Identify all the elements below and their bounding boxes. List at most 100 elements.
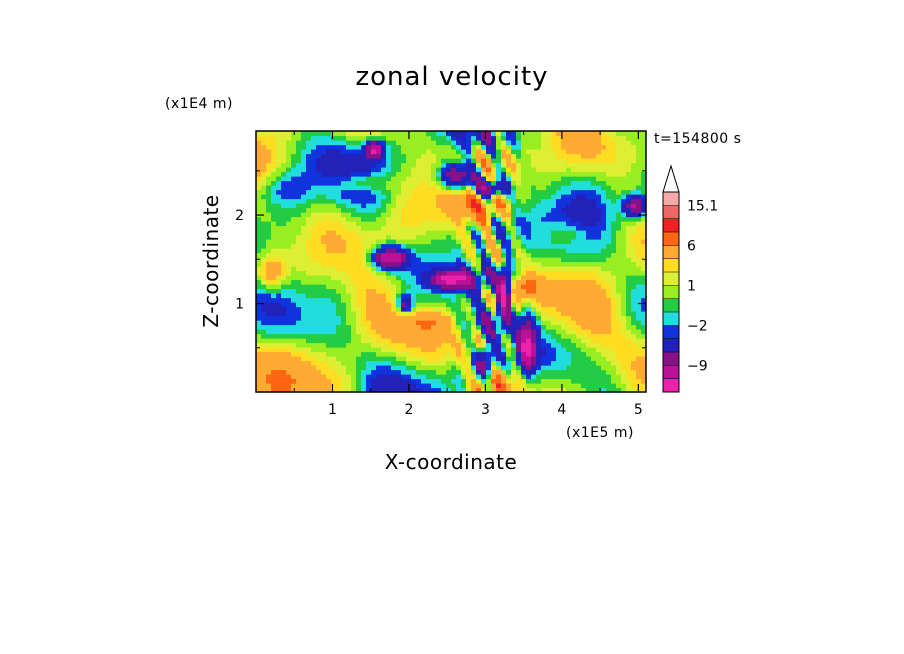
heatmap-cell: [416, 140, 422, 146]
heatmap-cell: [451, 297, 457, 303]
heatmap-cell: [541, 351, 547, 357]
heatmap-cell: [366, 324, 372, 330]
heatmap-cell: [306, 284, 312, 290]
heatmap-cell: [386, 383, 392, 389]
heatmap-cell: [286, 311, 292, 317]
heatmap-cell: [341, 369, 347, 375]
heatmap-cell: [486, 194, 492, 200]
heatmap-cell: [596, 225, 602, 231]
heatmap-cell: [506, 225, 512, 231]
heatmap-cell: [491, 230, 497, 236]
heatmap-cell: [411, 225, 417, 231]
heatmap-cell: [556, 207, 562, 213]
heatmap-cell: [376, 311, 382, 317]
heatmap-cell: [341, 347, 347, 353]
heatmap-cell: [601, 257, 607, 263]
heatmap-cell: [296, 311, 302, 317]
heatmap-cell: [456, 311, 462, 317]
heatmap-cell: [281, 149, 287, 155]
heatmap-cell: [546, 230, 552, 236]
heatmap-cell: [406, 261, 412, 267]
heatmap-cell: [491, 239, 497, 245]
heatmap-cell: [561, 338, 567, 344]
heatmap-cell: [286, 167, 292, 173]
heatmap-cell: [456, 167, 462, 173]
heatmap-cell: [576, 239, 582, 245]
heatmap-cell: [541, 131, 547, 137]
heatmap-cell: [606, 185, 612, 191]
heatmap-cell: [511, 315, 517, 321]
heatmap-cell: [406, 153, 412, 159]
heatmap-cell: [446, 279, 452, 285]
heatmap-cell: [626, 230, 632, 236]
heatmap-cell: [306, 207, 312, 213]
heatmap-cell: [321, 144, 327, 150]
heatmap-cell: [341, 234, 347, 240]
heatmap-cell: [331, 360, 337, 366]
heatmap-cell: [401, 333, 407, 339]
heatmap-cell: [606, 329, 612, 335]
heatmap-cell: [266, 207, 272, 213]
heatmap-cell: [271, 293, 277, 299]
heatmap-cell: [436, 288, 442, 294]
heatmap-cell: [276, 365, 282, 371]
heatmap-cell: [411, 351, 417, 357]
heatmap-cell: [416, 360, 422, 366]
heatmap-cell: [526, 252, 532, 258]
heatmap-cell: [311, 149, 317, 155]
heatmap-cell: [566, 324, 572, 330]
heatmap-cell: [311, 302, 317, 308]
heatmap-cell: [291, 360, 297, 366]
heatmap-cell: [381, 347, 387, 353]
heatmap-cell: [576, 261, 582, 267]
heatmap-cell: [446, 333, 452, 339]
heatmap-cell: [556, 167, 562, 173]
heatmap-cell: [556, 279, 562, 285]
heatmap-cell: [376, 225, 382, 231]
heatmap-cell: [486, 275, 492, 281]
heatmap-cell: [641, 374, 646, 380]
heatmap-cell: [261, 225, 267, 231]
heatmap-cell: [476, 135, 482, 141]
heatmap-cell: [441, 140, 447, 146]
heatmap-cell: [506, 158, 512, 164]
heatmap-cell: [306, 279, 312, 285]
heatmap-cell: [641, 284, 646, 290]
heatmap-cell: [281, 171, 287, 177]
heatmap-cell: [596, 302, 602, 308]
heatmap-cell: [341, 167, 347, 173]
plot-frame: [255, 130, 647, 393]
heatmap-cell: [501, 257, 507, 263]
heatmap-cell: [336, 198, 342, 204]
heatmap-cell: [426, 180, 432, 186]
heatmap-cell: [311, 369, 317, 375]
heatmap-cell: [586, 221, 592, 227]
heatmap-cell: [476, 356, 482, 362]
heatmap-cell: [391, 212, 397, 218]
heatmap-cell: [341, 185, 347, 191]
heatmap-cell: [256, 189, 262, 195]
heatmap-cell: [351, 333, 357, 339]
heatmap-cell: [551, 356, 557, 362]
heatmap-cell: [571, 383, 577, 389]
heatmap-cell: [446, 135, 452, 141]
heatmap-cell: [286, 378, 292, 384]
heatmap-cell: [486, 167, 492, 173]
heatmap-cell: [541, 239, 547, 245]
heatmap-cell: [281, 243, 287, 249]
heatmap-cell: [321, 207, 327, 213]
heatmap-cell: [331, 140, 337, 146]
heatmap-cell: [576, 356, 582, 362]
heatmap-cell: [351, 297, 357, 303]
heatmap-cell: [291, 266, 297, 272]
heatmap-cell: [286, 221, 292, 227]
heatmap-cell: [486, 297, 492, 303]
heatmap-cell: [591, 230, 597, 236]
heatmap-cell: [576, 180, 582, 186]
heatmap-cell: [346, 140, 352, 146]
heatmap-cell: [446, 158, 452, 164]
heatmap-cell: [626, 365, 632, 371]
heatmap-cell: [546, 194, 552, 200]
heatmap-cell: [571, 306, 577, 312]
heatmap-cell: [341, 158, 347, 164]
